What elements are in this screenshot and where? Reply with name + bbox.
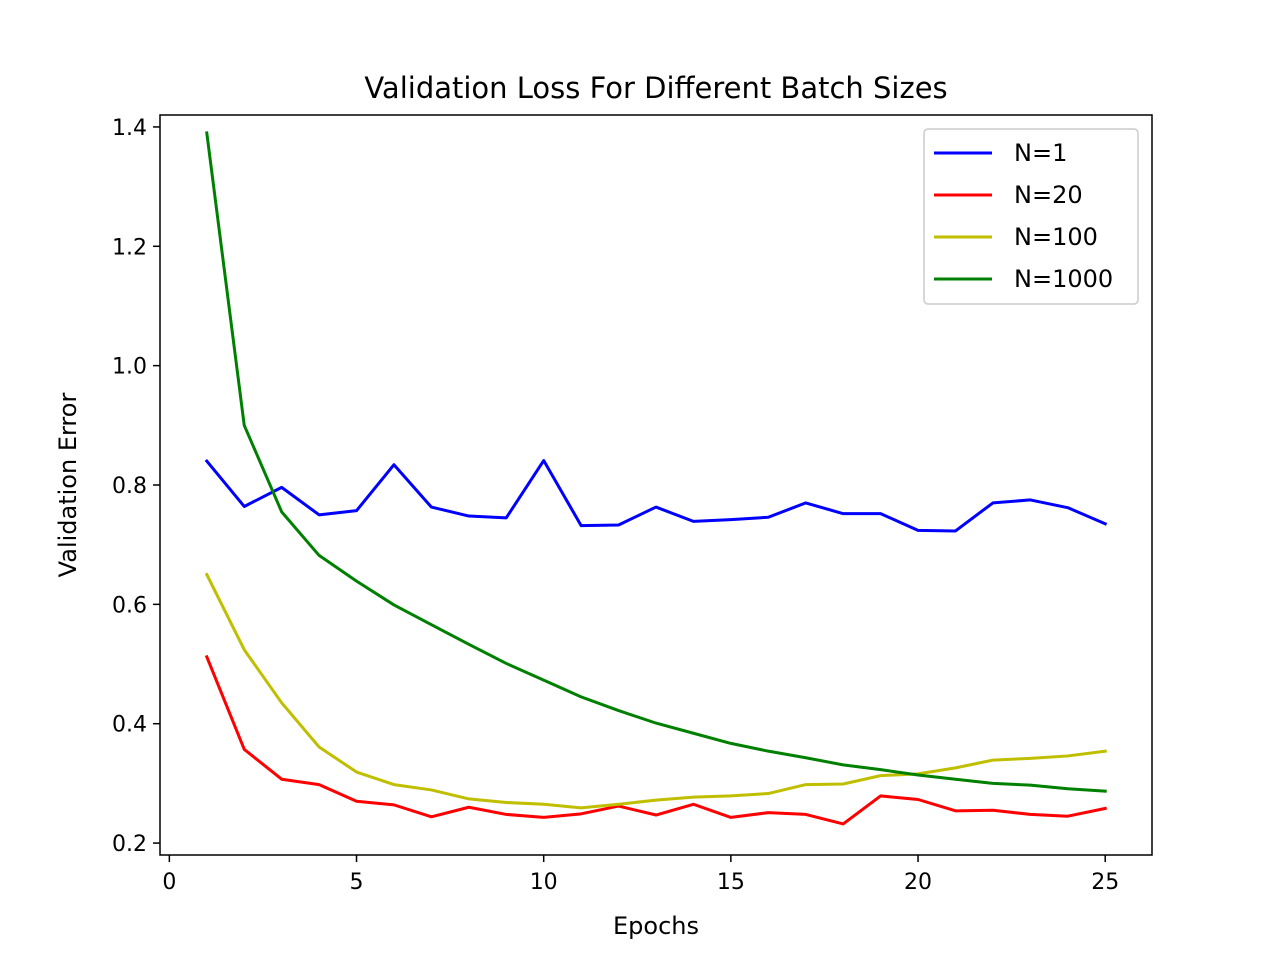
y-tick-label: 1.2 bbox=[112, 235, 147, 260]
x-axis-label: Epochs bbox=[613, 912, 699, 940]
series-line-n-100 bbox=[204, 572, 1107, 810]
x-tick-label: 20 bbox=[904, 870, 932, 895]
chart-title: Validation Loss For Different Batch Size… bbox=[364, 71, 947, 105]
x-axis: 0 5 10 15 20 25 bbox=[162, 855, 1119, 895]
x-tick-label: 5 bbox=[350, 870, 364, 895]
y-tick-label: 0.8 bbox=[112, 474, 147, 499]
legend-box bbox=[923, 128, 1139, 305]
y-tick-label: 1.4 bbox=[112, 116, 147, 141]
series-line-n-1000 bbox=[205, 131, 1107, 793]
legend-entry: N=1000 bbox=[1014, 265, 1113, 293]
x-tick-label: 15 bbox=[717, 870, 745, 895]
legend-entry: N=1 bbox=[1014, 139, 1067, 167]
x-tick-label: 0 bbox=[162, 870, 176, 895]
y-tick-label: 1.0 bbox=[112, 355, 147, 380]
legend-entry: N=100 bbox=[1014, 223, 1098, 251]
y-tick-label: 0.2 bbox=[112, 832, 147, 857]
legend-entry: N=20 bbox=[1014, 181, 1083, 209]
x-tick-label: 10 bbox=[530, 870, 558, 895]
series-line-n-20 bbox=[204, 654, 1107, 826]
x-tick-label: 25 bbox=[1091, 870, 1119, 895]
y-tick-label: 0.6 bbox=[112, 593, 147, 618]
y-axis-label: Validation Error bbox=[54, 393, 82, 578]
y-tick-label: 0.4 bbox=[112, 713, 147, 738]
legend: N=1 N=20 N=100 N=1000 bbox=[923, 128, 1139, 305]
y-axis: 0.2 0.4 0.6 0.8 1.0 1.2 1.4 bbox=[112, 116, 160, 857]
series-layer bbox=[204, 131, 1108, 826]
series-line-n-1 bbox=[204, 459, 1108, 533]
